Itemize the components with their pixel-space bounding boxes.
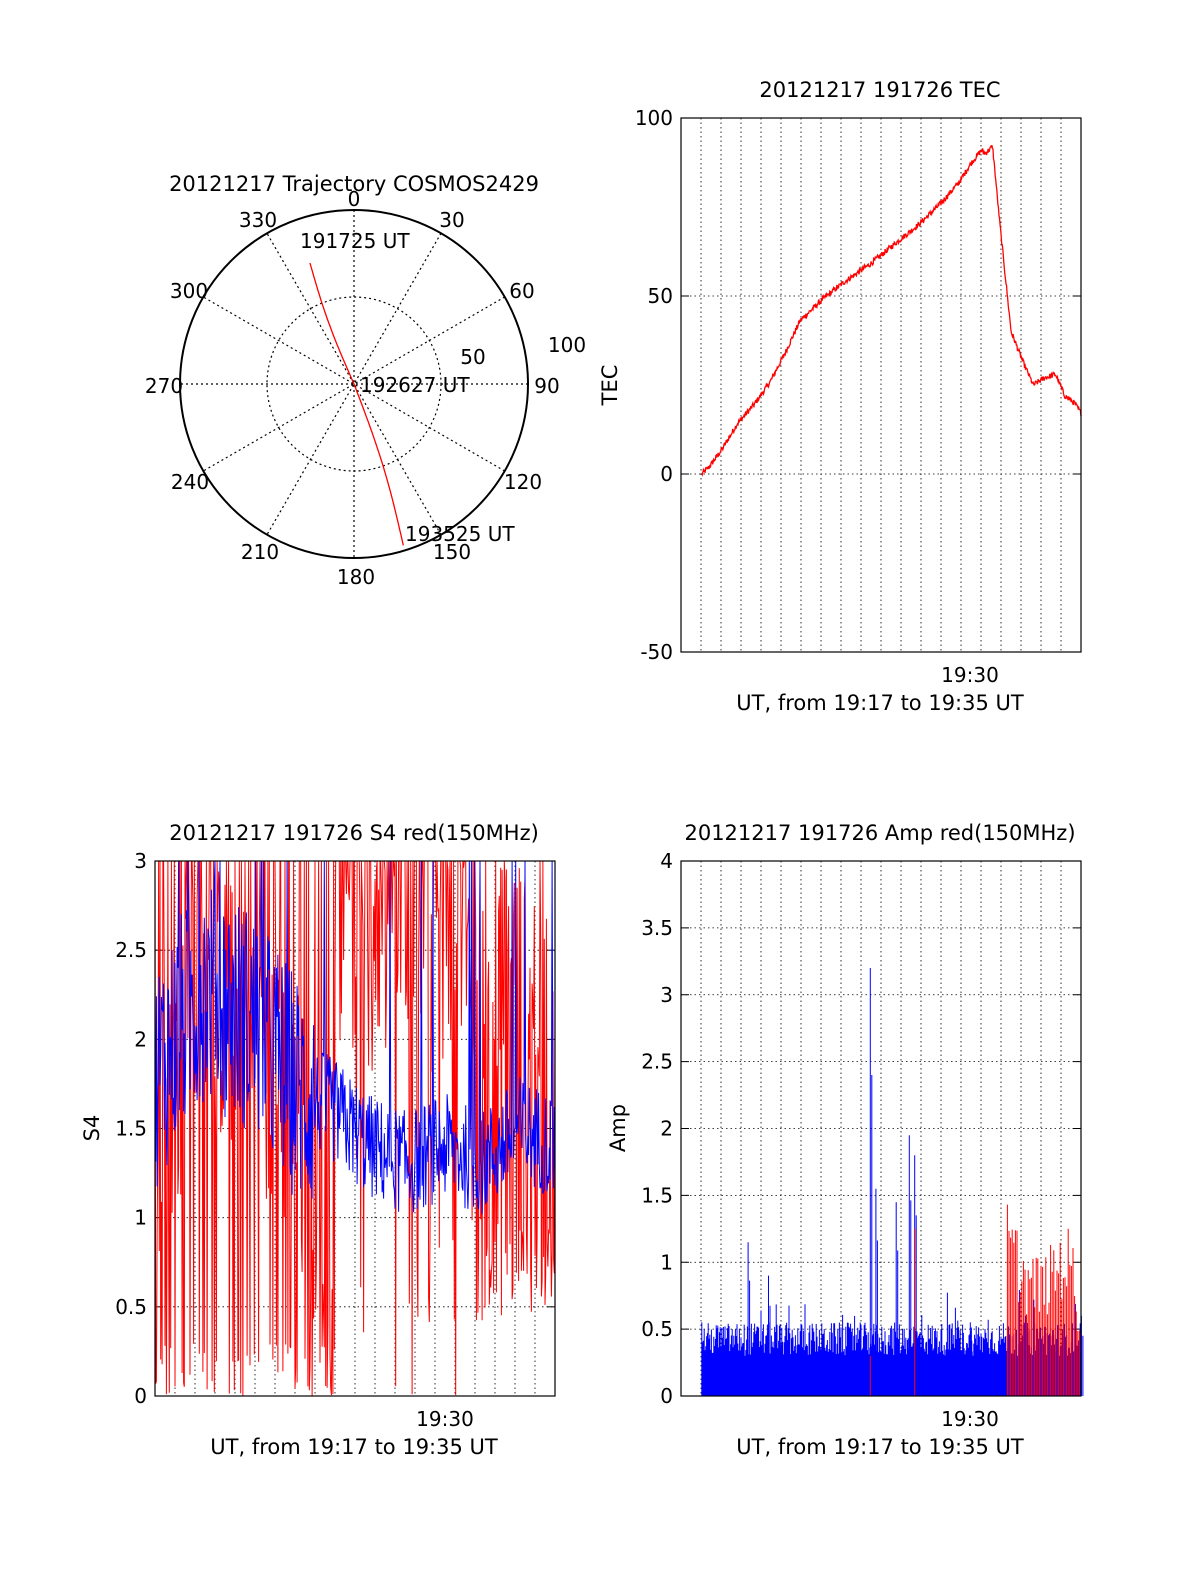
amp-x-tick-label: 19:30: [941, 1407, 999, 1431]
tec-x-tick-label: 19:30: [941, 663, 999, 687]
amp-y-tick-label: 0.5: [641, 1317, 673, 1341]
tec-y-tick-label: 100: [635, 106, 673, 130]
amp-red-series-bars: [869, 1204, 1082, 1396]
tec-x-axis-label: UT, from 19:17 to 19:35 UT: [736, 691, 1024, 715]
s4-y-axis-label: S4: [80, 1115, 104, 1142]
amp-blue-series-bars: [701, 968, 1084, 1396]
s4-y-tick-label: 0: [134, 1384, 147, 1408]
trajectory-start-time: 191725 UT: [300, 229, 410, 253]
s4-y-tick-label: 3: [134, 849, 147, 873]
tec-y-axis-label: TEC: [598, 365, 622, 407]
elevation-label-50: 50: [460, 345, 485, 369]
amp-grid: [681, 861, 1081, 1396]
s4-y-tick-label: 2: [134, 1027, 147, 1051]
amp-y-ticks: 0 0.5 1 1.5 2 2.5 3 3.5 4: [641, 849, 1081, 1408]
s4-x-axis-label: UT, from 19:17 to 19:35 UT: [210, 1435, 498, 1459]
az-label: 330: [239, 208, 277, 232]
polar-panel: 20121217 Trajectory COSMOS2429 0 30 60 9…: [145, 172, 586, 589]
az-label: 60: [509, 279, 534, 303]
amp-y-tick-label: 4: [660, 849, 673, 873]
az-label: 0: [348, 187, 361, 211]
s4-x-tick-label: 19:30: [416, 1407, 474, 1431]
amp-y-tick-label: 1.5: [641, 1183, 673, 1207]
amp-panel: 20121217 191726 Amp red(150MHz) 0 0.5 1 1.5…: [606, 821, 1084, 1459]
amp-plot-frame: [680, 860, 1082, 1397]
s4-blue-series-line: [154, 860, 556, 1214]
tec-panel: 20121217 191726 TEC -50 0 50 100 19:30 UT, …: [598, 78, 1082, 715]
tec-title: 20121217 191726 TEC: [759, 78, 1000, 102]
s4-y-tick-label: 1: [134, 1206, 147, 1230]
tec-y-ticks: -50 0 50 100: [635, 106, 1081, 664]
amp-x-axis-label: UT, from 19:17 to 19:35 UT: [736, 1435, 1024, 1459]
amp-y-tick-label: 3: [660, 983, 673, 1007]
az-label: 180: [337, 565, 375, 589]
az-label: 30: [439, 208, 464, 232]
amp-y-tick-label: 1: [660, 1250, 673, 1274]
az-label: 240: [171, 470, 209, 494]
polar-title: 20121217 Trajectory COSMOS2429: [169, 172, 539, 196]
trajectory-end-time: 193525 UT: [405, 522, 515, 546]
s4-y-tick-label: 2.5: [115, 938, 147, 962]
az-label: 120: [504, 470, 542, 494]
s4-title: 20121217 191726 S4 red(150MHz): [169, 821, 539, 845]
tec-grid: [681, 118, 1081, 652]
trajectory-mid-time: 192627 UT: [360, 373, 470, 397]
polar-spoke: [266, 233, 442, 535]
az-label: 210: [241, 540, 279, 564]
tec-y-tick-label: 50: [648, 284, 673, 308]
polar-grid: [180, 210, 528, 558]
polar-azimuth-labels: 0 30 60 90 120 150 180 210 240 270 300 3…: [145, 187, 560, 589]
s4-y-tick-label: 1.5: [115, 1117, 147, 1141]
amp-y-tick-label: 2: [660, 1117, 673, 1141]
az-label: 270: [145, 374, 183, 398]
s4-y-tick-label: 0.5: [115, 1295, 147, 1319]
amp-title: 20121217 191726 Amp red(150MHz): [684, 821, 1075, 845]
satellite-trajectory: [309, 262, 404, 546]
amp-y-axis-label: Amp: [606, 1104, 630, 1152]
elevation-label-100: 100: [548, 333, 586, 357]
s4-red-series-line: [154, 860, 556, 1396]
s4-panel: 20121217 191726 S4 red(150MHz) 0 0.5 1 1.5 2…: [80, 821, 556, 1459]
amp-y-tick-label: 3.5: [641, 916, 673, 940]
tec-plot-frame: [680, 117, 1082, 653]
polar-inner-circle: [266, 296, 442, 472]
s4-plot-frame: [154, 860, 556, 1397]
polar-outer-circle: [179, 209, 529, 559]
az-label: 90: [534, 374, 559, 398]
amp-y-tick-label: 0: [660, 1384, 673, 1408]
tec-y-tick-label: 0: [660, 462, 673, 486]
polar-spoke: [266, 233, 442, 535]
az-label: 300: [170, 279, 208, 303]
tec-series-line: [701, 145, 1082, 477]
amp-y-tick-label: 2.5: [641, 1050, 673, 1074]
az-label: 150: [433, 540, 471, 564]
tec-y-tick-label: -50: [640, 640, 673, 664]
